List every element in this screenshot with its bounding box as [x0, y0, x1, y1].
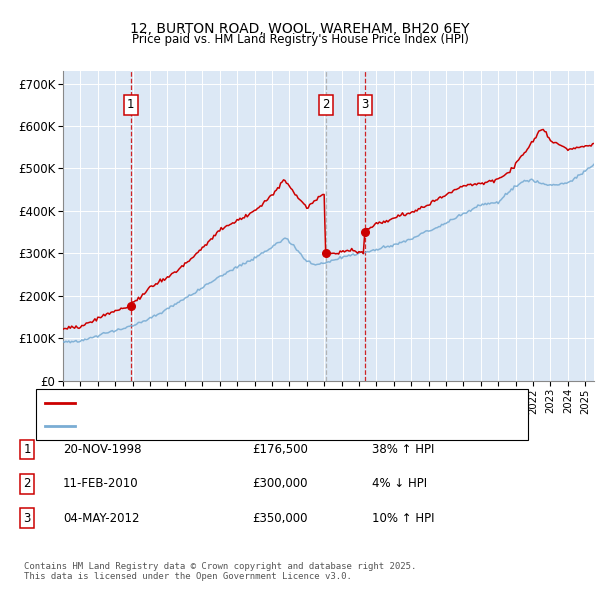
Text: 04-MAY-2012: 04-MAY-2012 — [63, 512, 139, 525]
Text: 4% ↓ HPI: 4% ↓ HPI — [372, 477, 427, 490]
Text: 3: 3 — [361, 99, 369, 112]
Text: HPI: Average price, detached house, Dorset: HPI: Average price, detached house, Dors… — [81, 421, 320, 431]
Text: Price paid vs. HM Land Registry's House Price Index (HPI): Price paid vs. HM Land Registry's House … — [131, 33, 469, 46]
Text: 1: 1 — [127, 99, 134, 112]
Text: 12, BURTON ROAD, WOOL, WAREHAM, BH20 6EY (detached house): 12, BURTON ROAD, WOOL, WAREHAM, BH20 6EY… — [81, 398, 448, 408]
Text: £350,000: £350,000 — [252, 512, 308, 525]
Text: 20-NOV-1998: 20-NOV-1998 — [63, 443, 142, 456]
Text: 2: 2 — [23, 477, 31, 490]
Text: 38% ↑ HPI: 38% ↑ HPI — [372, 443, 434, 456]
Text: 1: 1 — [23, 443, 31, 456]
Text: Contains HM Land Registry data © Crown copyright and database right 2025.
This d: Contains HM Land Registry data © Crown c… — [24, 562, 416, 581]
Text: £300,000: £300,000 — [252, 477, 308, 490]
Text: 12, BURTON ROAD, WOOL, WAREHAM, BH20 6EY: 12, BURTON ROAD, WOOL, WAREHAM, BH20 6EY — [130, 22, 470, 36]
Text: 2: 2 — [322, 99, 330, 112]
Text: 11-FEB-2010: 11-FEB-2010 — [63, 477, 139, 490]
Text: 3: 3 — [23, 512, 31, 525]
Text: £176,500: £176,500 — [252, 443, 308, 456]
Text: 10% ↑ HPI: 10% ↑ HPI — [372, 512, 434, 525]
